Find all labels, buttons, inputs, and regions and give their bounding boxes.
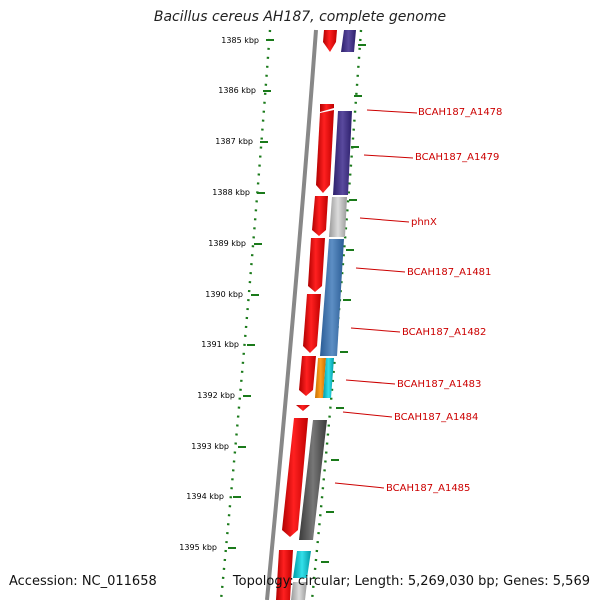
cds-arrow [308, 238, 325, 292]
gene-label: BCAH187_A1479 [415, 152, 499, 163]
cds-arrow [320, 104, 334, 112]
cds-arrow [312, 196, 328, 236]
gene-labels: BCAH187_A1478 BCAH187_A1479 phnX BCAH187… [386, 107, 502, 494]
tick-label: 1395 kbp [179, 543, 217, 552]
category-block [323, 358, 334, 398]
tick-label: 1388 kbp [212, 188, 250, 197]
gene-label: BCAH187_A1481 [407, 267, 491, 278]
gene-label: BCAH187_A1482 [402, 327, 486, 338]
cds-arrow [296, 405, 310, 411]
left-tick-marks [228, 39, 274, 549]
outer-tick-track [219, 29, 272, 600]
tick-label: 1387 kbp [215, 137, 253, 146]
tick-labels: 1385 kbp 1386 kbp 1387 kbp 1388 kbp 1389… [179, 36, 259, 552]
category-block [333, 111, 352, 195]
category-block [320, 239, 344, 356]
gene-label: BCAH187_A1484 [394, 412, 478, 423]
category-block [315, 358, 326, 398]
gene-label: phnX [411, 217, 437, 228]
cds-arrow [323, 30, 337, 52]
gene-leader-lines [334, 109, 418, 489]
tick-label: 1386 kbp [218, 86, 256, 95]
gene-label: BCAH187_A1485 [386, 483, 470, 494]
cds-arrow [299, 356, 316, 396]
gene-label: BCAH187_A1483 [397, 379, 481, 390]
category-block [293, 551, 311, 578]
cds-arrow [316, 110, 334, 193]
cds-arrow [276, 550, 293, 600]
tick-label: 1390 kbp [205, 290, 243, 299]
accession-text: Accession: NC_011658 [9, 574, 157, 589]
genome-backbone [265, 29, 318, 600]
cds-arrow [282, 418, 308, 537]
category-features [291, 30, 356, 600]
gene-label: BCAH187_A1478 [418, 107, 502, 118]
category-block [341, 30, 356, 52]
tick-label: 1391 kbp [201, 340, 239, 349]
category-block [291, 582, 307, 600]
category-block [299, 420, 327, 540]
tick-label: 1385 kbp [221, 36, 259, 45]
cds-arrow [303, 294, 321, 353]
map-title: Bacillus cereus AH187, complete genome [153, 9, 447, 25]
tick-label: 1394 kbp [186, 492, 224, 501]
category-block [329, 197, 347, 237]
tick-label: 1392 kbp [197, 391, 235, 400]
right-tick-marks [321, 44, 366, 563]
tick-label: 1389 kbp [208, 239, 246, 248]
cds-features [276, 30, 337, 600]
tick-label: 1393 kbp [191, 442, 229, 451]
genome-summary-text: Topology: circular; Length: 5,269,030 bp… [232, 574, 590, 589]
